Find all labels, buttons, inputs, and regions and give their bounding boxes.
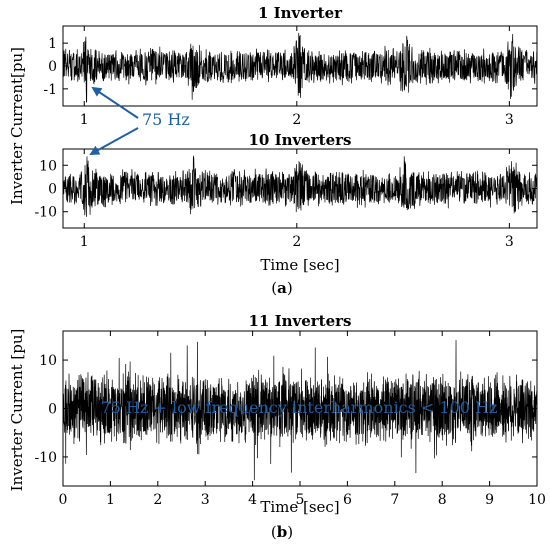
x-tick-label: 7: [390, 492, 399, 508]
y-tick-label: 0: [48, 182, 57, 198]
y-tick-label: 0: [48, 59, 57, 75]
x-tick-label: 3: [505, 234, 514, 250]
series-line: [63, 340, 537, 481]
y-tick-label: -10: [34, 450, 57, 466]
series-line: [63, 155, 537, 217]
plot-area: [62, 25, 538, 107]
y-tick-label: 10: [39, 353, 57, 369]
annotation-text: 75 Hz: [142, 110, 190, 129]
chart-title: 11 Inverters: [248, 312, 351, 330]
y-tick-label: 1: [48, 36, 57, 52]
ticks: 0 1 2 3 4 5 6 7 8 9 10 10 0 -10: [34, 331, 546, 508]
y-tick-label: -10: [34, 205, 57, 221]
y-axis-label: Inverter Current[pu]: [8, 47, 26, 205]
annotation-75hz: 75 Hz: [89, 86, 190, 155]
x-tick-label: 0: [59, 492, 68, 508]
x-tick-label: 2: [292, 112, 301, 128]
panel-label-a: (a): [271, 279, 292, 297]
ticks: 1 2 3 10 0 -10: [34, 149, 537, 250]
x-tick-label: 9: [485, 492, 494, 508]
x-tick-label: 1: [106, 492, 115, 508]
x-tick-label: 6: [343, 492, 352, 508]
chart-title: 10 Inverters: [248, 131, 351, 149]
ticks: 1 2 3 1 0 -1: [43, 26, 537, 128]
x-tick-label: 2: [153, 492, 162, 508]
chart-10-inverters: 10 Inverters 1 2 3 10 0 -10 Time [sec]: [34, 131, 538, 274]
plot-area: [62, 148, 538, 229]
x-tick-label: 10: [528, 492, 546, 508]
x-tick-label: 1: [80, 234, 89, 250]
x-tick-label: 5: [296, 492, 305, 508]
x-tick-label: 2: [292, 234, 301, 250]
y-tick-label: -1: [43, 82, 57, 98]
annotation-arrow: [91, 86, 139, 119]
series-line: [63, 32, 537, 103]
chart-1-inverter: 1 Inverter 1 2 3 1 0 -1: [43, 4, 538, 128]
x-tick-label: 1: [80, 112, 89, 128]
x-tick-label: 8: [438, 492, 447, 508]
x-tick-label: 4: [248, 492, 257, 508]
x-axis-label: Time [sec]: [260, 256, 339, 274]
x-axis-label: Time [sec]: [260, 498, 339, 516]
y-tick-label: 10: [39, 158, 57, 174]
x-tick-label: 3: [505, 112, 514, 128]
chart-11-inverters: 11 Inverters 0 1 2 3 4 5 6 7 8 9 10 10 0 -10 Inverter…: [8, 312, 546, 516]
x-tick-label: 3: [201, 492, 210, 508]
chart-title: 1 Inverter: [258, 4, 343, 22]
panel-label-b: (b): [271, 523, 293, 541]
annotation-arrow: [89, 127, 139, 155]
y-axis-label: Inverter Current [pu]: [8, 329, 26, 492]
annotation-text: 75 Hz + low frequency interharmonics < 1…: [101, 398, 498, 417]
y-tick-label: 0: [48, 402, 57, 418]
